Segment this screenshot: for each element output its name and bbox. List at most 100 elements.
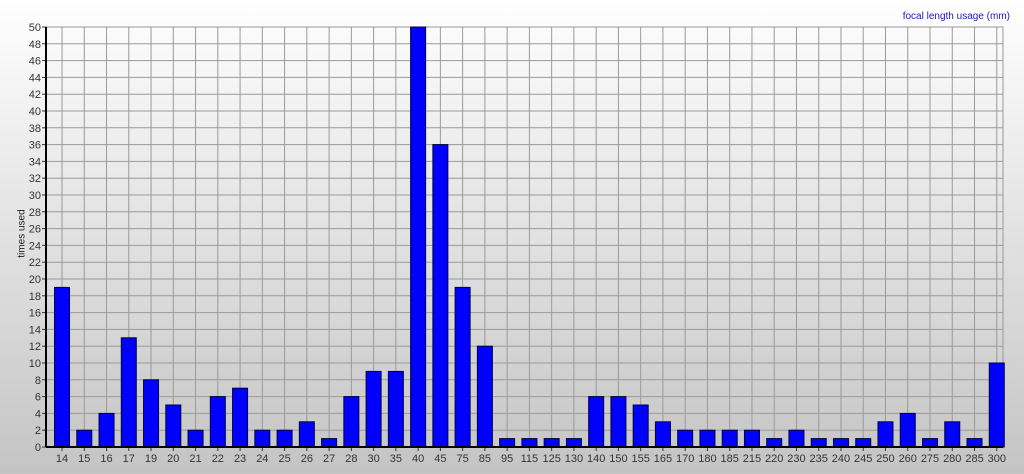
bar-45 — [432, 144, 449, 448]
bar-30 — [365, 370, 382, 448]
bar-260 — [899, 412, 916, 448]
x-tick-label: 17 — [123, 453, 135, 465]
plot-area — [45, 26, 1004, 448]
bar-95 — [499, 438, 516, 448]
bar-165 — [654, 421, 671, 448]
x-tick-label: 21 — [189, 453, 201, 465]
bar-285 — [966, 438, 983, 448]
bar-215 — [743, 429, 760, 448]
x-tick-label: 75 — [457, 453, 469, 465]
bar-250 — [877, 421, 894, 448]
x-tick-label: 250 — [876, 453, 894, 465]
bar-14 — [54, 286, 71, 448]
x-tick-label: 185 — [721, 453, 739, 465]
x-tick-label: 20 — [167, 453, 179, 465]
bar-17 — [120, 337, 137, 448]
x-tick-label: 85 — [479, 453, 491, 465]
bar-300 — [988, 362, 1005, 448]
y-tick-label: 4 — [35, 408, 41, 420]
bar-115 — [521, 438, 538, 448]
y-tick-label: 40 — [29, 106, 41, 118]
x-tick-label: 30 — [367, 453, 379, 465]
y-tick-label: 10 — [29, 358, 41, 370]
bar-26 — [298, 421, 315, 448]
y-tick-label: 20 — [29, 274, 41, 286]
x-tick-label: 215 — [743, 453, 761, 465]
bar-280 — [944, 421, 961, 448]
x-tick-label: 155 — [631, 453, 649, 465]
x-tick-label: 23 — [234, 453, 246, 465]
x-tick-label: 130 — [565, 453, 583, 465]
x-tick-label: 27 — [323, 453, 335, 465]
y-tick-label: 30 — [29, 190, 41, 202]
bar-170 — [677, 429, 694, 448]
y-tick-label: 36 — [29, 140, 41, 152]
x-tick-label: 16 — [100, 453, 112, 465]
bar-35 — [387, 370, 404, 448]
y-tick-label: 22 — [29, 257, 41, 269]
bar-130 — [565, 438, 582, 448]
x-tick-label: 230 — [787, 453, 805, 465]
x-tick-label: 19 — [145, 453, 157, 465]
y-tick-label: 6 — [35, 392, 41, 404]
x-tick-label: 125 — [542, 453, 560, 465]
y-tick-label: 34 — [29, 156, 41, 168]
bar-16 — [98, 412, 115, 448]
x-tick-label: 24 — [256, 453, 268, 465]
x-tick-label: 15 — [78, 453, 90, 465]
bar-240 — [832, 438, 849, 448]
bar-28 — [343, 396, 360, 448]
bar-25 — [276, 429, 293, 448]
chart-title: focal length usage (mm) — [902, 11, 1010, 22]
bar-23 — [232, 387, 249, 448]
bar-20 — [165, 404, 182, 448]
x-tick-label: 300 — [988, 453, 1006, 465]
x-tick-label: 280 — [943, 453, 961, 465]
y-tick-label: 8 — [35, 375, 41, 387]
bar-15 — [76, 429, 93, 448]
y-tick-label: 32 — [29, 173, 41, 185]
x-tick-label: 275 — [921, 453, 939, 465]
y-tick-label: 12 — [29, 341, 41, 353]
x-tick-label: 245 — [854, 453, 872, 465]
bar-75 — [454, 286, 471, 448]
bar-180 — [699, 429, 716, 448]
y-tick-label: 18 — [29, 291, 41, 303]
bar-230 — [788, 429, 805, 448]
x-tick-label: 40 — [412, 453, 424, 465]
bar-150 — [610, 396, 627, 448]
bar-140 — [588, 396, 605, 448]
x-tick-label: 165 — [654, 453, 672, 465]
bar-125 — [543, 438, 560, 448]
bar-21 — [187, 429, 204, 448]
bar-155 — [632, 404, 649, 448]
x-tick-label: 240 — [832, 453, 850, 465]
x-tick-label: 28 — [345, 453, 357, 465]
y-tick-label: 38 — [29, 123, 41, 135]
x-tick-label: 25 — [278, 453, 290, 465]
y-tick-label: 50 — [29, 22, 41, 34]
x-tick-label: 150 — [609, 453, 627, 465]
x-tick-label: 95 — [501, 453, 513, 465]
bar-19 — [143, 379, 160, 448]
bar-40 — [410, 26, 427, 448]
x-tick-label: 260 — [899, 453, 917, 465]
x-tick-label: 285 — [965, 453, 983, 465]
bar-245 — [855, 438, 872, 448]
x-tick-label: 26 — [301, 453, 313, 465]
bar-27 — [321, 438, 338, 448]
x-tick-label: 170 — [676, 453, 694, 465]
bar-85 — [476, 345, 493, 448]
y-tick-label: 42 — [29, 89, 41, 101]
bar-235 — [810, 438, 827, 448]
x-tick-label: 140 — [587, 453, 605, 465]
y-tick-label: 24 — [29, 240, 41, 252]
x-tick-label: 115 — [521, 453, 539, 465]
x-tick-label: 14 — [56, 453, 68, 465]
x-tick-label: 35 — [390, 453, 402, 465]
bar-185 — [721, 429, 738, 448]
y-tick-label: 28 — [29, 207, 41, 219]
bar-275 — [922, 438, 939, 448]
y-tick-label: 14 — [29, 324, 41, 336]
y-tick-label: 16 — [29, 308, 41, 320]
